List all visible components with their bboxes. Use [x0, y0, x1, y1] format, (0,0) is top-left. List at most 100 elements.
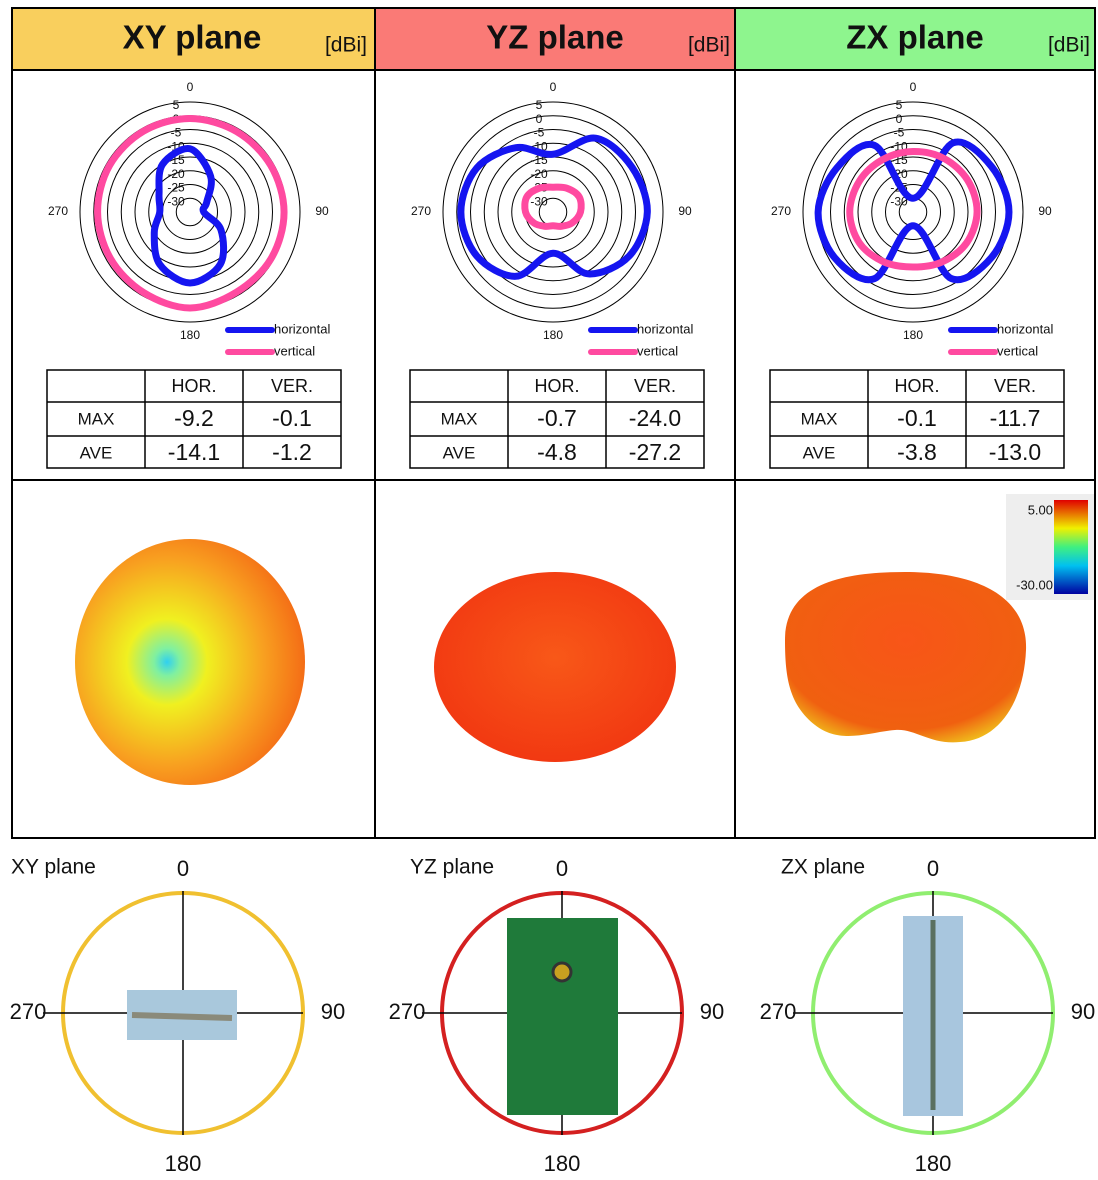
- angle-tick-label: 0: [910, 80, 917, 94]
- table-header: HOR.: [535, 376, 580, 396]
- radial-tick-label: -30: [890, 194, 908, 208]
- polar-ring: [120, 142, 260, 282]
- angle-tick-label: 90: [1038, 204, 1052, 218]
- angle-tick-label: 180: [903, 328, 923, 342]
- radial-tick-label: 5: [173, 98, 180, 112]
- table-header: VER.: [271, 376, 313, 396]
- unit-label: [dBi]: [688, 34, 730, 57]
- polar-ring: [830, 129, 996, 295]
- panel-title: XY plane: [123, 19, 262, 56]
- table-cell: -0.1: [272, 405, 312, 431]
- device: [131, 1012, 233, 1021]
- table-cell: -9.2: [174, 405, 214, 431]
- radial-tick-label: -30: [167, 194, 185, 208]
- table-cell: -0.7: [537, 405, 577, 431]
- table-row-label: MAX: [441, 409, 478, 428]
- angle-tick-label: 90: [678, 204, 692, 218]
- panel-title: ZX plane: [846, 19, 984, 56]
- table-cell: -0.1: [897, 405, 937, 431]
- polar-ring: [107, 129, 273, 295]
- table-row-label: AVE: [80, 443, 113, 462]
- polar-curve: [150, 145, 228, 287]
- colorbar: [1054, 500, 1088, 594]
- polar-curve: [94, 114, 288, 312]
- frame: [11, 7, 1096, 839]
- polar-ring: [885, 184, 941, 240]
- unit-label: [dBi]: [1048, 34, 1090, 57]
- polar-ring: [148, 170, 232, 254]
- orientation-angle-label: 0: [177, 856, 189, 881]
- colorbar-label: 5.00: [1028, 502, 1053, 517]
- orientation-angle-label: 180: [915, 1151, 952, 1176]
- angle-tick-label: 270: [411, 204, 431, 218]
- orientation-angle-label: 270: [389, 999, 426, 1024]
- table: [46, 369, 342, 469]
- table-header: VER.: [994, 376, 1036, 396]
- orientation-angle-label: 0: [927, 856, 939, 881]
- table-cell: -3.8: [897, 439, 937, 465]
- orientation-angle-label: 90: [321, 999, 345, 1024]
- pattern-3d: [785, 572, 1027, 743]
- radial-tick-label: 5: [536, 98, 543, 112]
- radial-tick-label: -25: [167, 181, 185, 195]
- radial-tick-label: 0: [536, 112, 543, 126]
- table-cell: -1.2: [272, 439, 312, 465]
- angle-tick-label: 180: [543, 328, 563, 342]
- table-header: VER.: [634, 376, 676, 396]
- radial-tick-label: -5: [171, 126, 182, 140]
- legend-label: horizontal: [274, 321, 330, 336]
- polar-ring: [134, 156, 246, 268]
- angle-tick-label: 0: [187, 80, 194, 94]
- polar-curve: [521, 183, 585, 230]
- header-cell: [375, 8, 738, 70]
- polar-ring: [456, 115, 650, 309]
- orientation-angle-label: 180: [165, 1151, 202, 1176]
- legend-label: vertical: [637, 343, 678, 358]
- header-cell: [735, 8, 1095, 70]
- header-cell: [12, 8, 375, 70]
- unit-label: [dBi]: [325, 34, 367, 57]
- polar-ring: [843, 142, 983, 282]
- orientation-angle-label: 90: [1071, 999, 1095, 1024]
- table-header: HOR.: [172, 376, 217, 396]
- polar-curve: [457, 134, 651, 280]
- table-row-label: AVE: [443, 443, 476, 462]
- table-row-label: MAX: [801, 409, 838, 428]
- polar-curve: [846, 147, 981, 271]
- panel-title: YZ plane: [486, 19, 624, 56]
- table-header: HOR.: [895, 376, 940, 396]
- polar-ring: [483, 142, 623, 282]
- polar-ring: [79, 101, 301, 323]
- device-photo: [507, 918, 618, 1115]
- table: [769, 369, 1065, 469]
- table-cell: -27.2: [629, 439, 681, 465]
- orientation-title: YZ plane: [410, 856, 494, 879]
- pattern-3d: [75, 539, 305, 785]
- polar-curve: [814, 138, 1013, 284]
- radial-tick-label: -5: [534, 126, 545, 140]
- orientation-angle-label: 90: [700, 999, 724, 1024]
- legend-label: horizontal: [637, 321, 693, 336]
- orientation-title: ZX plane: [781, 856, 865, 879]
- polar-ring: [871, 170, 955, 254]
- radial-tick-label: -20: [530, 167, 548, 181]
- radial-tick-label: -20: [167, 167, 185, 181]
- table-cell: -13.0: [989, 439, 1041, 465]
- device: [551, 961, 573, 983]
- orientation-angle-label: 270: [10, 999, 47, 1024]
- angle-tick-label: 270: [771, 204, 791, 218]
- angle-tick-label: 180: [180, 328, 200, 342]
- legend-label: vertical: [274, 343, 315, 358]
- orientation-angle-label: 180: [544, 1151, 581, 1176]
- pattern-3d: [434, 572, 676, 762]
- table-cell: -14.1: [168, 439, 220, 465]
- angle-tick-label: 90: [315, 204, 329, 218]
- radial-tick-label: -30: [530, 194, 548, 208]
- orientation-angle-label: 0: [556, 856, 568, 881]
- radial-tick-label: 0: [896, 112, 903, 126]
- angle-tick-label: 0: [550, 80, 557, 94]
- table-cell: -11.7: [990, 405, 1041, 431]
- radial-tick-label: 5: [896, 98, 903, 112]
- table-row-label: MAX: [78, 409, 115, 428]
